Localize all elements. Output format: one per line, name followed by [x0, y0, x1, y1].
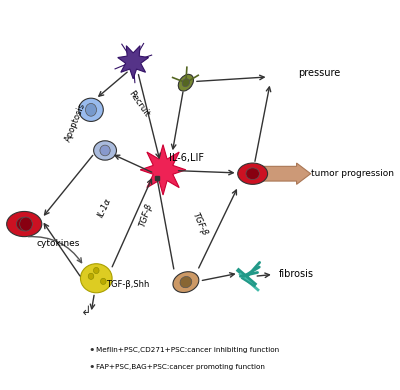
- Text: tumor progression: tumor progression: [311, 169, 394, 178]
- Text: •: •: [88, 362, 94, 372]
- Ellipse shape: [94, 141, 116, 160]
- Text: IL-6,LIF: IL-6,LIF: [169, 153, 204, 163]
- Text: TGF-β: TGF-β: [138, 202, 154, 228]
- Text: •: •: [88, 345, 94, 355]
- Text: Meflin+PSC,CD271+PSC:cancer inhibiting function: Meflin+PSC,CD271+PSC:cancer inhibiting f…: [96, 347, 279, 353]
- Ellipse shape: [180, 277, 192, 288]
- Circle shape: [20, 217, 32, 231]
- Ellipse shape: [238, 163, 268, 184]
- Circle shape: [94, 268, 99, 274]
- Text: TGF-β: TGF-β: [191, 211, 209, 237]
- Ellipse shape: [178, 74, 194, 91]
- Circle shape: [100, 278, 106, 284]
- Text: Apoptosis: Apoptosis: [63, 101, 87, 143]
- Text: cytokines: cytokines: [36, 239, 80, 248]
- Text: IL-1α: IL-1α: [97, 196, 114, 218]
- Text: fibrosis: fibrosis: [279, 269, 314, 279]
- Ellipse shape: [80, 264, 112, 293]
- FancyArrow shape: [262, 163, 311, 184]
- Ellipse shape: [173, 272, 199, 292]
- Text: FAP+PSC,BAG+PSC:cancer promoting function: FAP+PSC,BAG+PSC:cancer promoting functio…: [96, 364, 265, 370]
- Ellipse shape: [79, 98, 103, 121]
- Ellipse shape: [86, 103, 96, 116]
- Ellipse shape: [246, 168, 259, 179]
- Ellipse shape: [16, 217, 32, 231]
- Ellipse shape: [182, 79, 190, 87]
- Text: Recruit: Recruit: [126, 89, 151, 119]
- Circle shape: [88, 273, 94, 279]
- Polygon shape: [118, 46, 148, 79]
- Ellipse shape: [7, 211, 42, 237]
- Polygon shape: [140, 145, 186, 195]
- Ellipse shape: [100, 145, 110, 156]
- Text: ↲: ↲: [80, 305, 91, 318]
- Text: pressure: pressure: [298, 68, 340, 78]
- Text: TGF-β,Shh: TGF-β,Shh: [106, 280, 150, 289]
